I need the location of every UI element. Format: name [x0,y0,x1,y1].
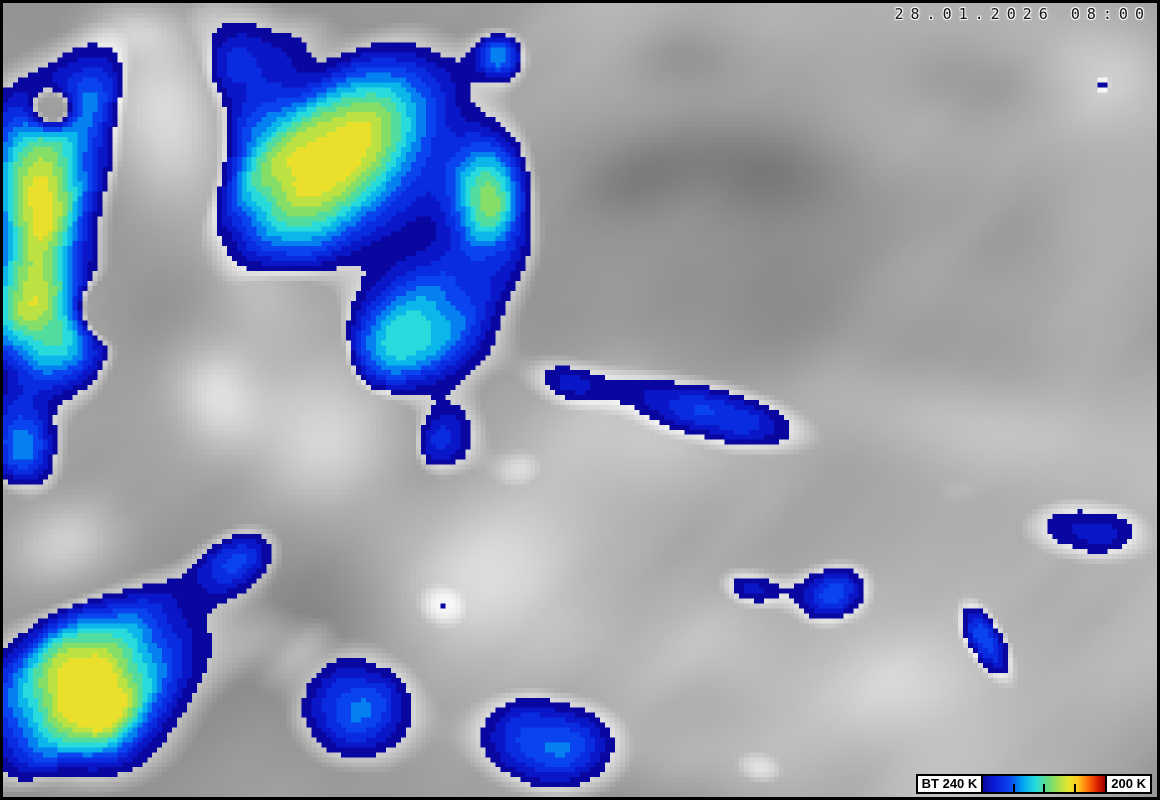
legend-tick [1043,784,1046,792]
legend-left-label: BT 240 K [915,774,984,794]
bt-colorbar-legend: BT 240 K 200 K [915,774,1152,794]
legend-right-label: 200 K [1105,774,1152,794]
legend-colorbar [981,774,1108,794]
legend-tick [1073,784,1076,792]
legend-tick [1012,784,1015,792]
timestamp-overlay: 28.01.2026 08:00 [894,5,1151,23]
satellite-cloud-image [3,3,1157,797]
